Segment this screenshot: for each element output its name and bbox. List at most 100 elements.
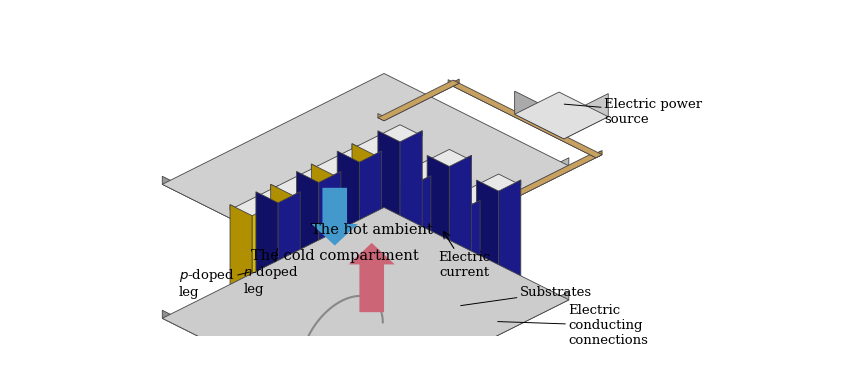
Polygon shape: [302, 229, 324, 366]
Polygon shape: [329, 361, 399, 378]
Polygon shape: [450, 308, 495, 330]
Polygon shape: [280, 336, 349, 371]
Text: Electric power
source: Electric power source: [564, 98, 702, 125]
Polygon shape: [401, 168, 423, 184]
Polygon shape: [293, 184, 315, 321]
Polygon shape: [395, 221, 417, 358]
Polygon shape: [428, 155, 450, 292]
Polygon shape: [428, 270, 472, 292]
Polygon shape: [305, 331, 349, 353]
Polygon shape: [162, 73, 569, 277]
Polygon shape: [351, 367, 399, 378]
Polygon shape: [293, 171, 341, 200]
Polygon shape: [410, 213, 432, 350]
Polygon shape: [319, 171, 341, 308]
Polygon shape: [270, 299, 315, 321]
Polygon shape: [329, 254, 351, 270]
Polygon shape: [320, 209, 343, 346]
Polygon shape: [352, 144, 374, 281]
Polygon shape: [230, 319, 275, 342]
Polygon shape: [434, 226, 453, 235]
Polygon shape: [387, 291, 431, 313]
Polygon shape: [417, 221, 439, 358]
Polygon shape: [473, 180, 521, 209]
Polygon shape: [333, 277, 382, 306]
Text: The hot ambient: The hot ambient: [311, 223, 433, 237]
Polygon shape: [352, 270, 374, 286]
Polygon shape: [477, 180, 499, 317]
Polygon shape: [369, 341, 439, 376]
Polygon shape: [352, 144, 374, 160]
Polygon shape: [514, 92, 609, 139]
Polygon shape: [440, 225, 453, 235]
Polygon shape: [360, 170, 431, 205]
Polygon shape: [378, 246, 422, 268]
Polygon shape: [382, 176, 431, 205]
Polygon shape: [374, 131, 422, 160]
Polygon shape: [311, 271, 382, 306]
Polygon shape: [351, 254, 373, 378]
Polygon shape: [162, 310, 347, 378]
Text: Substrates: Substrates: [461, 286, 592, 306]
Polygon shape: [564, 94, 609, 139]
Polygon shape: [297, 286, 341, 308]
Polygon shape: [352, 251, 422, 286]
Polygon shape: [382, 189, 405, 325]
Polygon shape: [305, 216, 327, 353]
Polygon shape: [320, 335, 343, 351]
Polygon shape: [384, 79, 459, 121]
Polygon shape: [369, 234, 392, 370]
Polygon shape: [432, 326, 480, 355]
Polygon shape: [280, 211, 349, 245]
Text: Electric
current: Electric current: [439, 231, 490, 279]
Polygon shape: [400, 131, 422, 268]
Polygon shape: [360, 189, 382, 325]
Polygon shape: [311, 279, 355, 301]
Polygon shape: [329, 254, 351, 378]
Polygon shape: [514, 91, 564, 139]
Polygon shape: [270, 184, 293, 321]
Polygon shape: [297, 171, 319, 308]
Polygon shape: [354, 241, 377, 378]
Polygon shape: [401, 149, 472, 184]
Polygon shape: [410, 320, 480, 355]
Polygon shape: [450, 155, 472, 292]
Polygon shape: [320, 209, 343, 225]
Polygon shape: [401, 294, 423, 310]
Polygon shape: [392, 234, 414, 370]
Polygon shape: [230, 186, 300, 221]
Polygon shape: [230, 311, 300, 347]
Polygon shape: [410, 213, 432, 229]
Polygon shape: [280, 355, 302, 371]
Polygon shape: [333, 164, 355, 301]
Polygon shape: [423, 155, 472, 184]
Polygon shape: [448, 81, 602, 158]
Text: The cold compartment: The cold compartment: [251, 249, 419, 263]
Polygon shape: [448, 80, 596, 158]
Polygon shape: [327, 216, 349, 353]
Polygon shape: [252, 192, 300, 221]
Polygon shape: [360, 296, 431, 331]
Polygon shape: [320, 316, 390, 351]
Polygon shape: [374, 257, 422, 286]
Polygon shape: [311, 145, 382, 180]
Polygon shape: [436, 315, 480, 337]
Polygon shape: [473, 193, 495, 330]
Polygon shape: [343, 196, 390, 225]
Polygon shape: [387, 176, 409, 313]
Polygon shape: [374, 144, 396, 281]
Polygon shape: [369, 349, 414, 370]
Polygon shape: [162, 208, 569, 378]
Polygon shape: [369, 234, 392, 250]
Polygon shape: [392, 221, 439, 250]
Polygon shape: [311, 290, 333, 306]
Polygon shape: [450, 319, 473, 335]
Polygon shape: [432, 200, 480, 229]
Polygon shape: [280, 344, 324, 366]
Polygon shape: [346, 311, 390, 333]
Polygon shape: [432, 213, 454, 350]
Polygon shape: [450, 174, 521, 209]
Polygon shape: [343, 209, 365, 346]
Polygon shape: [368, 196, 390, 333]
Polygon shape: [450, 193, 473, 330]
